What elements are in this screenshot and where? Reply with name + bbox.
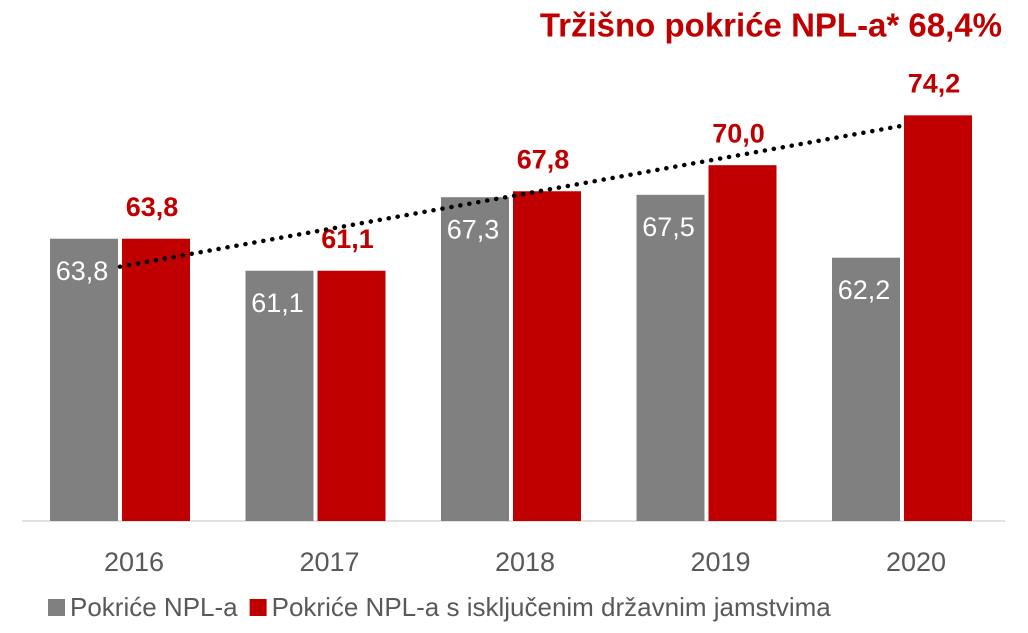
bar: [832, 257, 900, 521]
trendline: [117, 123, 905, 269]
data-label: 63,8: [126, 192, 179, 222]
bar: [122, 238, 190, 521]
legend-swatch: [48, 599, 65, 616]
data-label: 61,1: [251, 288, 304, 318]
bar: [441, 197, 509, 522]
data-label: 63,8: [56, 256, 109, 286]
bar: [245, 270, 314, 521]
bar: [708, 165, 777, 521]
x-tick-label: 2018: [495, 547, 555, 577]
bar: [50, 238, 118, 521]
bar: [636, 194, 705, 521]
x-tick-label: 2016: [104, 547, 164, 577]
data-label: 62,2: [838, 275, 891, 305]
data-label: 70,0: [712, 118, 765, 148]
legend-label: Pokriće NPL-a s isključenim državnim jam…: [272, 592, 832, 622]
data-label: 67,5: [642, 212, 695, 242]
data-label: 67,3: [447, 214, 500, 244]
bar: [513, 191, 581, 521]
x-tick-label: 2017: [299, 547, 359, 577]
x-tick-label: 2020: [886, 547, 946, 577]
bar: [904, 115, 972, 521]
x-tick-label: 2019: [690, 547, 750, 577]
data-label: 74,2: [908, 68, 961, 98]
data-label: 67,8: [517, 144, 570, 174]
data-label: 61,1: [321, 224, 374, 254]
legend-swatch: [249, 599, 267, 616]
legend-label: Pokriće NPL-a: [70, 592, 238, 622]
chart-title: Tržišno pokriće NPL-a* 68,4%: [540, 7, 1002, 44]
bar: [317, 270, 386, 521]
